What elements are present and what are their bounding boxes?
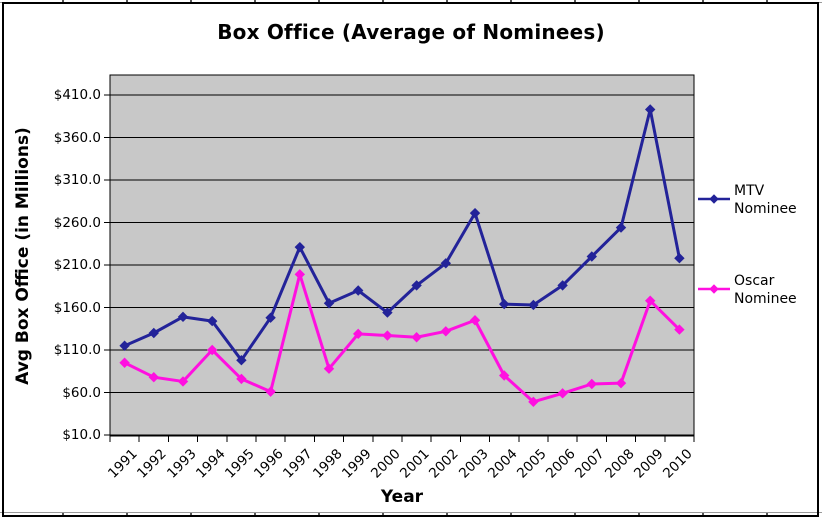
mtv-nominee-marker-icon: [382, 307, 393, 318]
mtv-nominee-marker-icon: [177, 311, 189, 323]
oscar-nominee-marker-icon: [615, 377, 627, 389]
oscar-nominee-marker-icon: [469, 315, 481, 326]
mtv-nominee-marker-icon: [586, 251, 598, 262]
legend-item-mtv-nominee: MTV Nominee: [698, 182, 806, 218]
oscar-nominee-marker-icon: [382, 330, 393, 341]
spreadsheet-column-ticks-bottom: [0, 513, 822, 516]
y-tick-label: $160.0: [53, 299, 101, 316]
mtv-nominee-marker-icon: [498, 298, 510, 310]
mtv-nominee-marker-icon: [119, 340, 130, 351]
oscar-nominee-marker-icon: [411, 332, 422, 343]
legend-label: MTV Nominee: [734, 183, 797, 217]
mtv-nominee-marker-icon: [469, 207, 481, 219]
y-tick-label: $360.0: [53, 129, 101, 146]
mtv-nominee-marker-icon: [644, 104, 656, 115]
mtv-nominee-marker-icon: [411, 280, 422, 291]
oscar-nominee-marker-icon: [265, 386, 276, 397]
mtv-nominee-marker-icon: [294, 241, 306, 253]
legend-item-oscar-nominee: Oscar Nominee: [698, 272, 806, 308]
y-tick-label: $210.0: [53, 257, 101, 273]
oscar-nominee-marker-icon: [236, 373, 247, 385]
legend-mtv-nominee-line-icon: [698, 189, 730, 208]
chart-title: Box Office (Average of Nominees): [217, 20, 605, 44]
mtv-nominee-marker-icon: [557, 280, 568, 291]
oscar-nominee-marker-icon: [323, 363, 335, 374]
spreadsheet-column-ticks-top: [0, 0, 822, 3]
oscar-nominee-marker-icon: [440, 326, 452, 337]
legend-label: Oscar Nominee: [734, 273, 797, 307]
oscar-nominee-marker-icon: [674, 324, 685, 335]
oscar-nominee-marker-icon: [177, 376, 189, 387]
series-line-mtv-nominee: [123, 107, 681, 362]
mtv-nominee-marker-icon: [265, 312, 276, 323]
plot-border: [109, 74, 695, 437]
y-tick-label: $410.0: [53, 87, 101, 103]
oscar-nominee-legend-marker-icon: [709, 284, 719, 294]
mtv-nominee-marker-icon: [323, 298, 335, 309]
oscar-nominee-marker-icon: [206, 344, 218, 356]
plot-background: [110, 75, 694, 436]
mtv-nominee-marker-icon: [615, 222, 627, 233]
oscar-nominee-marker-icon: [119, 357, 130, 368]
legend-oscar-nominee-line-icon: [698, 279, 730, 298]
oscar-nominee-marker-icon: [557, 388, 568, 399]
mtv-nominee-marker-icon: [440, 258, 452, 269]
oscar-nominee-marker-icon: [586, 378, 598, 390]
y-tick-label: $10.0: [62, 427, 101, 443]
y-tick-label: $310.0: [53, 172, 101, 188]
oscar-nominee-marker-icon: [498, 370, 510, 381]
series-line-oscar-nominee: [123, 272, 681, 404]
oscar-nominee-marker-icon: [644, 295, 656, 306]
mtv-nominee-legend-marker-icon: [709, 194, 719, 204]
oscar-nominee-marker-icon: [352, 328, 364, 340]
spreadsheet-gridline-bottom: [0, 512, 822, 513]
y-tick-label: $110.0: [53, 342, 101, 358]
mtv-nominee-marker-icon: [528, 299, 539, 311]
y-tick-label: $260.0: [53, 214, 101, 231]
oscar-nominee-marker-icon: [148, 371, 160, 383]
oscar-nominee-marker-icon: [528, 396, 539, 408]
x-axis-title: Year: [380, 487, 424, 507]
mtv-nominee-marker-icon: [206, 315, 218, 327]
mtv-nominee-marker-icon: [148, 327, 160, 339]
mtv-nominee-marker-icon: [352, 285, 364, 296]
mtv-nominee-marker-icon: [236, 354, 247, 366]
oscar-nominee-marker-icon: [294, 269, 306, 280]
mtv-nominee-marker-icon: [674, 252, 685, 264]
y-tick-label: $60.0: [62, 384, 101, 401]
